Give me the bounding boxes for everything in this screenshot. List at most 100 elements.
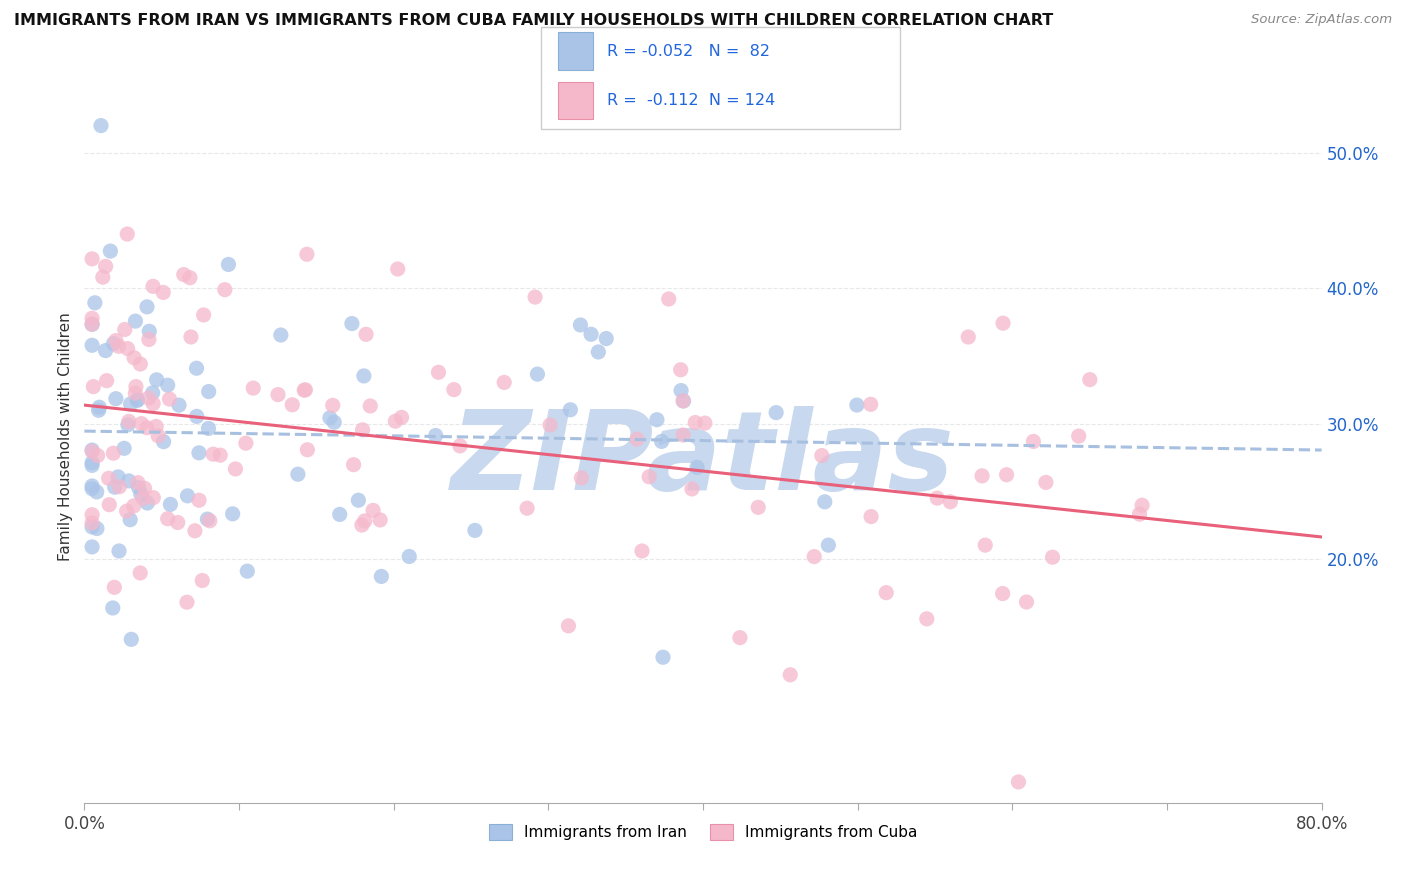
Point	[765, 406, 787, 420]
Point	[361, 503, 384, 517]
Point	[152, 434, 174, 449]
Point	[167, 398, 190, 412]
Point	[82, 338, 104, 352]
Point	[236, 564, 259, 578]
Point	[391, 410, 413, 425]
Point	[120, 397, 142, 411]
Point	[1067, 429, 1090, 443]
Point	[104, 392, 127, 406]
Point	[112, 442, 135, 456]
Point	[82, 379, 104, 393]
Point	[281, 398, 304, 412]
Point	[224, 462, 246, 476]
Point	[202, 447, 225, 461]
Point	[588, 345, 610, 359]
Point	[97, 471, 120, 485]
Point	[118, 474, 141, 488]
Point	[129, 566, 152, 580]
Point	[82, 456, 104, 470]
Point	[188, 446, 211, 460]
Point	[124, 314, 146, 328]
Point	[184, 524, 207, 538]
Point	[817, 538, 839, 552]
Point	[120, 513, 142, 527]
Point	[82, 443, 104, 458]
Point	[297, 442, 319, 457]
Point	[939, 495, 962, 509]
Point	[672, 428, 695, 442]
Point	[427, 365, 450, 379]
Point	[127, 475, 149, 490]
Point	[103, 446, 125, 460]
Point	[142, 396, 165, 410]
Point	[176, 489, 198, 503]
Point	[1035, 475, 1057, 490]
Point	[217, 257, 239, 271]
Point	[82, 479, 104, 493]
Point	[129, 487, 152, 501]
Point	[86, 522, 108, 536]
Point	[235, 436, 257, 450]
Point	[129, 357, 152, 371]
Point	[803, 549, 825, 564]
Point	[159, 497, 181, 511]
Point	[294, 383, 316, 397]
Point	[120, 632, 142, 647]
Point	[398, 549, 420, 564]
Point	[319, 410, 342, 425]
Point	[353, 514, 375, 528]
Point	[845, 398, 868, 412]
Point	[571, 471, 593, 485]
Point	[464, 524, 486, 538]
Point	[173, 268, 195, 282]
Point	[180, 330, 202, 344]
Point	[118, 414, 141, 428]
Point	[152, 285, 174, 300]
Point	[136, 420, 159, 434]
Point	[127, 393, 149, 408]
Point	[107, 339, 129, 353]
Point	[108, 480, 131, 494]
Point	[384, 414, 406, 428]
Point	[176, 595, 198, 609]
Point	[686, 460, 709, 475]
Point	[132, 491, 155, 506]
Point	[242, 381, 264, 395]
Point	[114, 322, 136, 336]
Point	[82, 317, 104, 331]
Point	[652, 650, 675, 665]
Point	[156, 378, 179, 392]
Point	[638, 470, 661, 484]
Point	[82, 318, 104, 332]
Point	[101, 601, 124, 615]
Point	[524, 290, 547, 304]
Point	[658, 292, 681, 306]
Point	[353, 368, 375, 383]
Point	[122, 351, 145, 365]
Point	[359, 399, 381, 413]
Point	[669, 384, 692, 398]
Point	[87, 403, 110, 417]
Point	[270, 328, 292, 343]
Point	[138, 391, 160, 405]
Point	[159, 392, 181, 406]
Point	[322, 398, 344, 412]
Text: R = -0.052   N =  82: R = -0.052 N = 82	[607, 44, 770, 59]
Point	[86, 484, 108, 499]
Point	[779, 667, 801, 681]
Point	[86, 449, 108, 463]
Point	[142, 279, 165, 293]
Point	[595, 332, 617, 346]
Point	[352, 423, 374, 437]
Point	[538, 418, 561, 433]
Point	[1130, 498, 1153, 512]
Point	[425, 428, 447, 442]
Point	[1007, 775, 1029, 789]
Point	[136, 300, 159, 314]
Point	[98, 244, 121, 258]
Point	[91, 270, 114, 285]
Point	[186, 361, 208, 376]
Point	[117, 417, 139, 432]
Point	[82, 516, 104, 530]
Point	[103, 580, 125, 594]
